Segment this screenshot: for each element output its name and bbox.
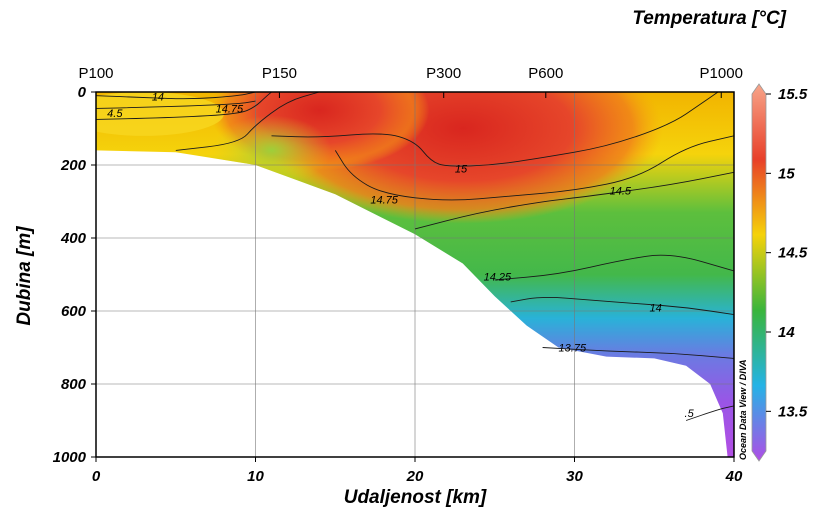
y-tick-label: 0 bbox=[78, 84, 87, 101]
y-tick-label: 600 bbox=[61, 303, 87, 320]
station-label: P300 bbox=[426, 65, 461, 82]
x-tick-label: 40 bbox=[725, 468, 743, 485]
credit-text: Ocean Data View / DIVA bbox=[738, 359, 748, 460]
contour-line bbox=[334, 135, 735, 201]
contour-lines bbox=[95, 91, 735, 421]
contour-label: 14.75 bbox=[370, 195, 398, 207]
contour-label: 4.5 bbox=[107, 108, 123, 120]
station-label: P150 bbox=[262, 65, 297, 82]
chart-title: Temperatura [°C] bbox=[632, 8, 786, 29]
plot-area: 14 4.5 14.75 15 14.75 14.5 14.25 14 13.75 .5 bbox=[95, 91, 735, 458]
y-tick-label: 400 bbox=[60, 230, 87, 247]
contour-line bbox=[95, 100, 256, 109]
y-axis-label: Dubina [m] bbox=[14, 226, 35, 326]
x-tick-label: 0 bbox=[92, 468, 101, 485]
contour-line bbox=[542, 347, 735, 359]
contour-line bbox=[494, 254, 735, 281]
colorbar-tick-label: 14.5 bbox=[778, 245, 808, 262]
colorbar-tick-label: 15 bbox=[778, 165, 795, 182]
station-label: P1000 bbox=[700, 65, 743, 82]
contour-label: 13.75 bbox=[559, 343, 587, 355]
colorbar-bar bbox=[751, 83, 767, 462]
contour-line bbox=[510, 297, 735, 316]
colorbar-tick-label: 14 bbox=[778, 324, 795, 341]
x-axis-label: Udaljenost [km] bbox=[344, 487, 487, 508]
colorbar-ticks: 15.5 15 14.5 14 13.5 bbox=[766, 86, 808, 420]
colorbar: 15.5 15 14.5 14 13.5 bbox=[751, 83, 808, 462]
y-tick-label: 1000 bbox=[53, 449, 87, 466]
grid bbox=[96, 92, 734, 457]
contour-label: .5 bbox=[685, 408, 695, 420]
contour-labels: 14 4.5 14.75 15 14.75 14.5 14.25 14 13.75 .5 bbox=[107, 91, 694, 420]
x-tick-label: 30 bbox=[566, 468, 583, 485]
contour-label: 14.75 bbox=[216, 103, 244, 115]
station-label: P600 bbox=[528, 65, 563, 82]
warm-core bbox=[262, 92, 663, 224]
contour-line bbox=[414, 171, 735, 230]
x-tick-label: 20 bbox=[406, 468, 424, 485]
y-tick-label: 200 bbox=[60, 157, 87, 174]
contour-line bbox=[175, 91, 320, 151]
x-tick-label: 10 bbox=[247, 468, 264, 485]
contour-label: 14.25 bbox=[484, 271, 512, 283]
contour-line bbox=[95, 91, 256, 100]
surface-patch bbox=[96, 92, 224, 136]
contour-label: 14 bbox=[152, 91, 164, 103]
colorbar-tick-label: 15.5 bbox=[778, 86, 808, 103]
x-axis-ticks: 0 10 20 30 40 bbox=[92, 457, 743, 485]
contour-label: 14 bbox=[649, 302, 661, 314]
contour-line bbox=[271, 91, 719, 167]
station-label: P100 bbox=[78, 65, 113, 82]
contour-label: 15 bbox=[455, 164, 468, 176]
y-axis-ticks: 0 200 400 600 800 1000 bbox=[53, 84, 96, 466]
contour-line bbox=[685, 405, 735, 421]
contour-label: 14.5 bbox=[610, 186, 632, 198]
y-tick-label: 800 bbox=[61, 376, 87, 393]
contour-line bbox=[95, 91, 272, 120]
station-labels: P100 P150 P300 P600 P1000 bbox=[78, 65, 742, 82]
colorbar-tick-label: 13.5 bbox=[778, 403, 808, 420]
